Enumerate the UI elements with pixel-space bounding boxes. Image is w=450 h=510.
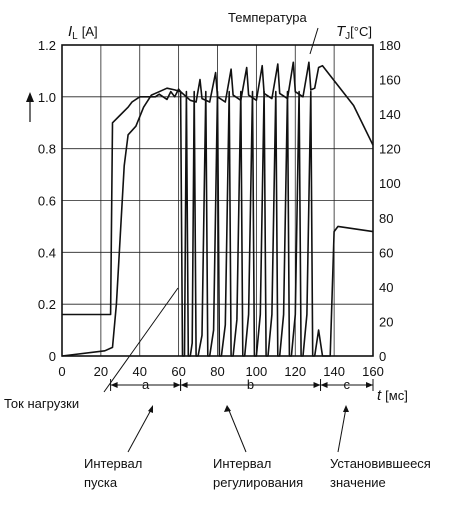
y-right-tick-label: 180 xyxy=(379,38,401,53)
y-right-tick-label: 80 xyxy=(379,211,393,226)
x-tick-label: 100 xyxy=(246,364,268,379)
interval-arrow-left xyxy=(110,382,118,388)
x-tick-label: 160 xyxy=(362,364,384,379)
caption-steady-line1: Установившееся xyxy=(330,456,431,471)
interval-label: b xyxy=(247,377,254,392)
x-tick-label: 80 xyxy=(210,364,224,379)
caption-regulation-line1: Интервал xyxy=(213,456,271,471)
x-tick-label: 0 xyxy=(58,364,65,379)
temperature-label: Температура xyxy=(228,10,308,25)
caption-arrows xyxy=(127,405,349,453)
y-left-axis-title: IL [A] xyxy=(68,23,98,42)
interval-arrow-right xyxy=(173,382,181,388)
current-pointer xyxy=(103,287,179,393)
caption-startup-line2: пуска xyxy=(84,475,118,490)
y-left-tick-label: 1.0 xyxy=(38,90,56,105)
interval-arrow-left xyxy=(320,382,328,388)
current-label: Ток нагрузки xyxy=(4,396,79,411)
x-axis-title: t [мс] xyxy=(377,387,408,404)
caption-steady-line2: значение xyxy=(330,475,386,490)
y-right-tick-label: 20 xyxy=(379,314,393,329)
x-tick-label: 60 xyxy=(171,364,185,379)
interval-label: a xyxy=(142,377,150,392)
interval-segments: a b c xyxy=(110,377,374,392)
y-left-tick-label: 0.4 xyxy=(38,245,56,260)
tick-labels: 0 20 40 60 80 100 120 140 16000.20.40.60.81.01.2… xyxy=(38,38,401,379)
interval-arrow-right xyxy=(366,382,373,388)
y-axis-arrow xyxy=(26,92,34,122)
y-right-tick-label: 0 xyxy=(379,349,386,364)
caption-startup-line1: Интервал xyxy=(84,456,142,471)
temperature-pointer xyxy=(309,27,319,55)
y-right-tick-label: 140 xyxy=(379,107,401,122)
interval-arrow-left xyxy=(180,382,188,388)
y-left-tick-label: 1.2 xyxy=(38,38,56,53)
y-right-axis-title: TJ[°C] xyxy=(336,23,372,42)
x-tick-label: 40 xyxy=(133,364,147,379)
y-right-tick-label: 40 xyxy=(379,280,393,295)
y-right-tick-label: 120 xyxy=(379,142,401,157)
y-right-tick-label: 60 xyxy=(379,245,393,260)
plot-frame xyxy=(61,44,374,357)
interval-label: c xyxy=(344,377,351,392)
x-tick-label: 120 xyxy=(284,364,306,379)
y-right-tick-label: 160 xyxy=(379,73,401,88)
y-left-tick-label: 0.6 xyxy=(38,194,56,209)
temperature-line xyxy=(61,61,374,357)
y-left-tick-label: 0.8 xyxy=(38,142,56,157)
y-left-tick-label: 0 xyxy=(49,349,56,364)
y-right-tick-label: 100 xyxy=(379,176,401,191)
x-tick-label: 20 xyxy=(94,364,108,379)
caption-regulation-line2: регулирования xyxy=(213,475,303,490)
interval-arrow-right xyxy=(313,382,321,388)
x-tick-label: 140 xyxy=(323,364,345,379)
y-left-tick-label: 0.2 xyxy=(38,297,56,312)
